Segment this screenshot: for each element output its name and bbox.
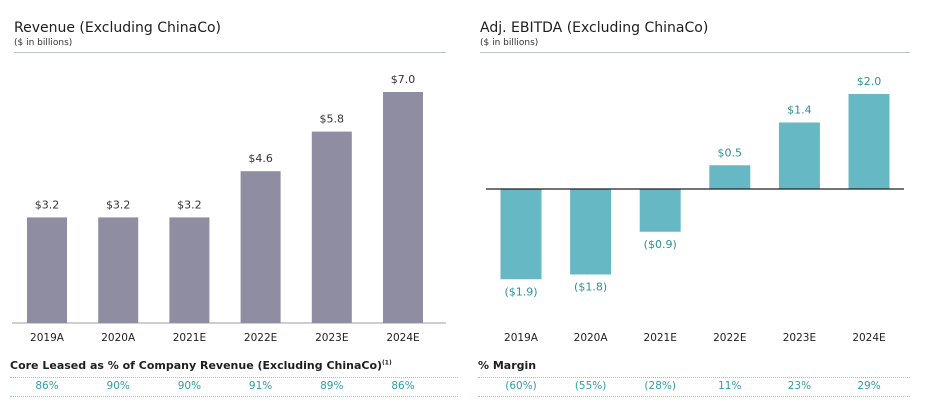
- tick-label: 2023E: [315, 332, 348, 344]
- metric-row: 86% 90% 90% 91% 89% 86%: [10, 377, 458, 397]
- bar-2024E: [383, 92, 423, 323]
- metric-label: Core Leased as % of Company Revenue (Exc…: [10, 359, 383, 372]
- value-label: $3.2: [35, 198, 60, 211]
- tick-label: 2019A: [30, 332, 65, 344]
- metric-value: 90%: [106, 380, 130, 392]
- chart-title: Adj. EBITDA (Excluding ChinaCo): [480, 20, 709, 36]
- tick-label: 2022E: [244, 332, 277, 344]
- tick-label: 2021E: [644, 332, 677, 344]
- metric-value: 91%: [248, 380, 273, 392]
- revenue-chart: Revenue (Excluding ChinaCo) ($ in billio…: [0, 0, 462, 409]
- value-label: $5.8: [320, 113, 345, 126]
- bar-2023E: [778, 122, 820, 189]
- bar-2020A: [98, 217, 139, 323]
- value-label: $3.2: [177, 198, 202, 211]
- metric-title: % Margin: [478, 359, 537, 372]
- metric-value: (28%): [644, 380, 676, 392]
- metric-footnote: (1): [382, 359, 392, 367]
- tick-label: 2020A: [574, 332, 609, 344]
- tick-label: 2024E: [386, 332, 419, 344]
- value-label: $7.0: [391, 73, 416, 86]
- value-label: ($1.8): [574, 281, 607, 294]
- metric-value: 86%: [35, 380, 59, 392]
- value-label: ($0.9): [644, 238, 677, 251]
- value-label: $2.0: [857, 75, 882, 88]
- tick-label: 2022E: [713, 332, 746, 344]
- tick-label: 2019A: [504, 332, 539, 344]
- value-label: $0.5: [718, 146, 743, 159]
- bar-2021E: [169, 217, 210, 323]
- metric-value: 89%: [320, 380, 344, 392]
- revenue-bars: $3.2 2019A $3.2 2020A $3.2 2021E $4.6 2022E $5.8…: [12, 73, 446, 344]
- ebitda-chart: Adj. EBITDA (Excluding ChinaCo) ($ in bi…: [468, 0, 930, 409]
- bar-2022E: [240, 171, 281, 323]
- bar-2019A: [500, 189, 542, 280]
- bar-2019A: [27, 217, 67, 323]
- metric-row: (60%) (55%) (28%) 11% 23% 29%: [478, 377, 910, 397]
- metric-value: 29%: [857, 380, 881, 392]
- tick-label: 2024E: [852, 332, 885, 344]
- ebitda-bars: ($1.9) 2019A ($1.8) 2020A ($0.9) 2021E $0.5 202…: [486, 75, 904, 344]
- metric-value: 90%: [177, 380, 202, 392]
- chart-title: Revenue (Excluding ChinaCo): [14, 20, 222, 36]
- bar-2021E: [639, 189, 681, 232]
- chart-subtitle: ($ in billions): [14, 38, 73, 48]
- metric-value: (60%): [505, 380, 537, 392]
- metric-value: 11%: [718, 380, 742, 392]
- title-rule: [14, 52, 446, 53]
- metric-value: (55%): [574, 380, 607, 392]
- metric-value: 23%: [787, 380, 812, 392]
- tick-label: 2020A: [101, 332, 136, 344]
- bar-2022E: [709, 165, 751, 189]
- bar-2024E: [848, 94, 890, 189]
- value-label: ($1.9): [504, 285, 537, 298]
- value-label: $3.2: [106, 198, 131, 211]
- bar-2023E: [311, 131, 352, 323]
- value-label: $1.4: [787, 104, 812, 117]
- chart-subtitle: ($ in billions): [480, 38, 539, 48]
- metric-title: Core Leased as % of Company Revenue (Exc…: [10, 359, 392, 372]
- tick-label: 2023E: [783, 332, 816, 344]
- value-label: $4.6: [248, 152, 273, 165]
- tick-label: 2021E: [173, 332, 206, 344]
- title-rule: [480, 52, 910, 53]
- bar-2020A: [570, 189, 612, 275]
- metric-value: 86%: [391, 380, 415, 392]
